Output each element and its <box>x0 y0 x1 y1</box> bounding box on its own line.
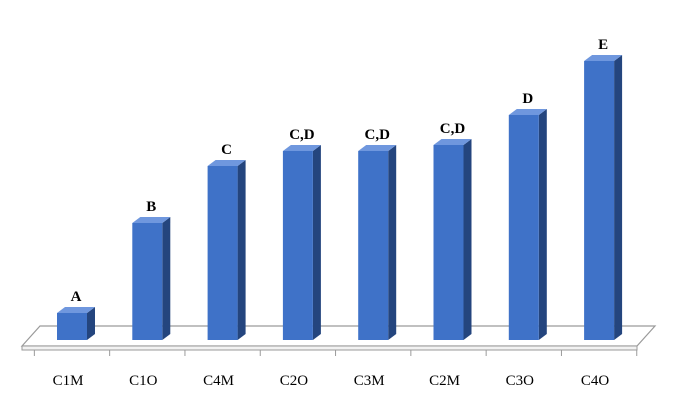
category-label-c3o: C3O <box>506 373 535 389</box>
category-label-c1o: C1O <box>129 373 158 389</box>
bar-top-face <box>358 145 397 151</box>
chart-floor-plane <box>20 325 657 347</box>
bar-c2o <box>282 145 321 340</box>
bar-side-face <box>87 307 95 340</box>
bar-top-face <box>508 109 547 115</box>
bar-front-face <box>433 145 464 340</box>
bar-top-face <box>57 307 95 313</box>
bar-c2m <box>433 139 472 340</box>
category-label-c4m: C4M <box>203 373 234 389</box>
category-label-c2o: C2O <box>280 373 309 389</box>
bar-side-face <box>162 217 171 340</box>
bar-side-face <box>237 160 246 340</box>
data-label-c1o: B <box>146 199 156 215</box>
bar-front-face <box>207 166 238 340</box>
data-label-c2o: C,D <box>289 127 315 143</box>
bar-side-face <box>614 55 623 340</box>
category-label-c3m: C3M <box>354 373 385 389</box>
bar-side-face <box>388 145 397 340</box>
chart-floor-edge <box>21 345 638 351</box>
bar-top-face <box>207 160 246 166</box>
data-label-c4o: E <box>598 37 608 53</box>
bar-top-face <box>584 55 623 61</box>
bar-c3m <box>358 145 397 340</box>
bar-side-face <box>538 109 547 340</box>
bars <box>57 55 623 340</box>
labels: A C1M B C1O C C4M C,D C2O C,D C3M C,D C2M D C3O E C4O <box>53 37 610 389</box>
bar-top-face <box>433 139 472 145</box>
bar-side-face <box>312 145 321 340</box>
bar-c4m <box>207 160 246 340</box>
category-label-c1m: C1M <box>53 373 84 389</box>
bar-front-face <box>132 223 163 340</box>
bar-front-face <box>508 115 539 340</box>
bar-side-face <box>463 139 472 340</box>
bar-c1m <box>57 307 95 340</box>
bar-top-face <box>282 145 321 151</box>
chart-floor <box>20 325 657 356</box>
bar-front-face <box>584 61 615 340</box>
category-label-c2m: C2M <box>429 373 460 389</box>
bar-front-face <box>282 151 313 340</box>
bar-c1o <box>132 217 171 340</box>
data-label-c3m: C,D <box>364 127 390 143</box>
data-label-c2m: C,D <box>440 121 466 137</box>
data-label-c1m: A <box>71 289 82 305</box>
bar-front-face <box>358 151 389 340</box>
bar-top-face <box>132 217 171 223</box>
bar-c4o <box>584 55 623 340</box>
category-label-c4o: C4O <box>581 373 610 389</box>
bar-c3o <box>508 109 547 340</box>
data-label-c3o: D <box>522 91 533 107</box>
bar-front-face <box>57 313 87 340</box>
data-label-c4m: C <box>221 142 232 158</box>
